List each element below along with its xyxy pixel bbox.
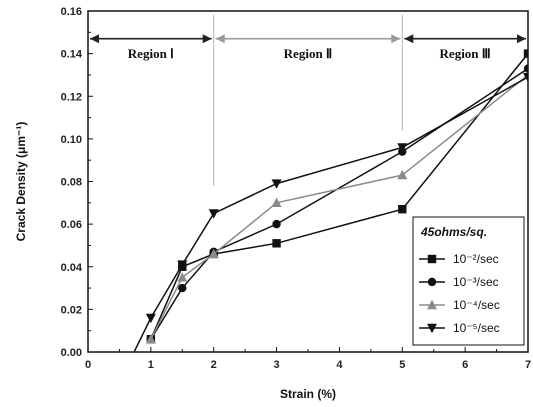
- series-layer: [133, 49, 528, 352]
- y-tick-label: 0.00: [61, 347, 82, 359]
- triangle-down-marker: [145, 313, 156, 324]
- y-tick-label: 0.02: [61, 304, 82, 316]
- x-tick-label: 7: [525, 359, 531, 371]
- y-tick-label: 0.06: [61, 219, 82, 231]
- tick-layer: 0 1 2 3 4 5 6 7 0.00 0.02 0.04 0.06 0.08 0.10 0.12 0.14…: [61, 6, 531, 371]
- legend-entry-label: 10⁻⁴/sec: [453, 298, 500, 312]
- series-line: [150, 53, 528, 340]
- triangle-up-marker: [177, 272, 188, 282]
- circle-marker: [178, 283, 187, 293]
- x-tick-label: 4: [336, 359, 343, 371]
- y-tick-label: 0.04: [61, 262, 83, 274]
- circle-marker: [523, 64, 528, 73]
- region-label: Region Ⅰ: [128, 46, 174, 61]
- triangle-up-marker: [271, 197, 282, 208]
- x-tick-label: 1: [148, 359, 154, 371]
- region-arrow-head-left: [90, 34, 99, 44]
- region-label: Region Ⅱ: [284, 46, 333, 61]
- region-divider-lines: [213, 15, 403, 186]
- square-marker: [523, 49, 528, 58]
- region-arrow-head-right: [202, 34, 212, 44]
- region-arrow-head-right: [391, 34, 401, 44]
- triangle-up-marker: [145, 334, 156, 344]
- region-arrow-head-left: [404, 34, 414, 44]
- triangle-down-marker: [271, 179, 282, 189]
- region-label: Region Ⅲ: [440, 46, 491, 61]
- triangle-down-marker: [177, 260, 188, 270]
- legend: 45ohms/sq. 10⁻²/sec 10⁻³/sec 10⁻⁴/sec 10⁻⁵/…: [412, 216, 525, 346]
- legend-entry-label: 10⁻³/sec: [453, 275, 499, 289]
- circle-marker: [272, 219, 281, 229]
- y-tick-label: 0.12: [61, 91, 82, 103]
- series-group: [133, 72, 528, 352]
- region-arrow-head-right: [517, 34, 526, 44]
- x-tick-label: 5: [399, 359, 405, 371]
- legend-triangle-down-marker: [427, 323, 437, 334]
- x-tick-label: 6: [462, 359, 468, 371]
- y-axis-title: Crack Density (μm⁻¹): [14, 122, 28, 242]
- x-tick-label: 2: [211, 359, 217, 371]
- legend-square-marker: [427, 254, 437, 264]
- triangle-up-marker: [397, 169, 408, 180]
- x-tick-label: 0: [85, 359, 91, 371]
- triangle-up-marker: [208, 248, 219, 259]
- region-annotations: Region Ⅰ Region Ⅱ Region Ⅲ: [90, 34, 526, 61]
- legend-entry-label: 10⁻⁵/sec: [453, 321, 500, 335]
- series-group: [145, 69, 528, 344]
- triangle-down-marker: [208, 209, 219, 219]
- triangle-down-marker: [523, 72, 528, 83]
- square-marker: [398, 205, 407, 214]
- y-tick-label: 0.14: [61, 49, 83, 61]
- y-tick-label: 0.08: [61, 177, 82, 189]
- triangle-down-marker: [397, 143, 408, 153]
- legend-entry-label: 10⁻²/sec: [453, 252, 499, 266]
- x-axis-title: Strain (%): [280, 387, 336, 401]
- legend-triangle-up-marker: [427, 299, 437, 310]
- y-tick-label: 0.10: [61, 134, 82, 146]
- series-line: [150, 67, 528, 340]
- region-arrow-head-left: [215, 34, 225, 44]
- legend-title: 45ohms/sq.: [420, 225, 487, 239]
- series-line: [150, 74, 528, 340]
- y-tick-label: 0.16: [61, 6, 82, 18]
- legend-circle-marker: [427, 277, 437, 287]
- square-marker: [272, 239, 281, 248]
- x-tick-label: 3: [274, 359, 280, 371]
